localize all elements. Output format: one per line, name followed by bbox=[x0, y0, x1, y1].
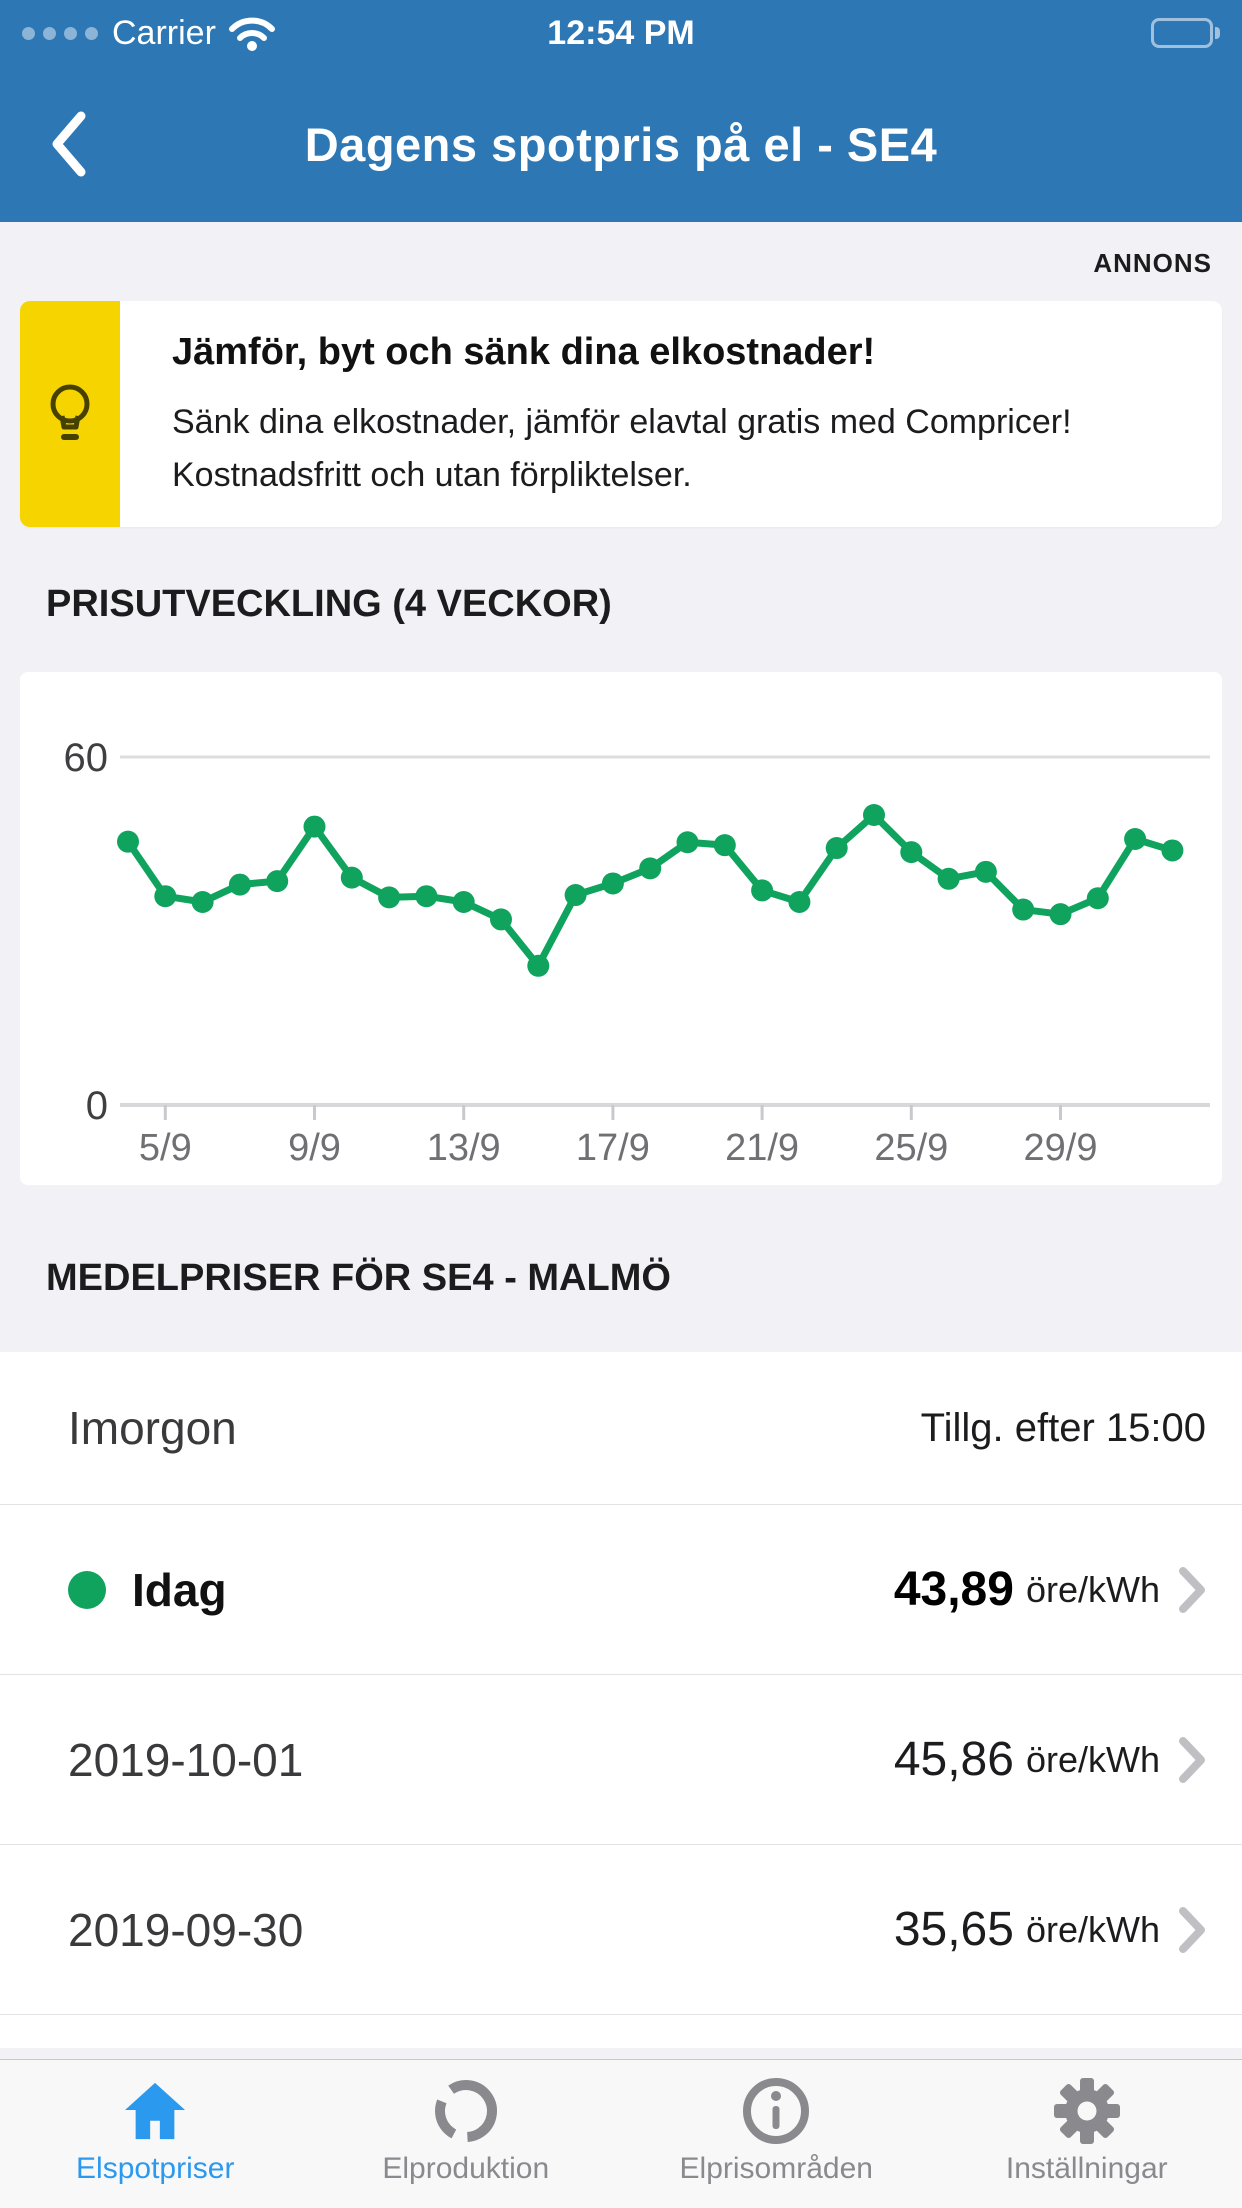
ad-title: Jämför, byt och sänk dina elkostnader! bbox=[172, 331, 876, 373]
svg-text:21/9: 21/9 bbox=[725, 1127, 799, 1169]
ad-content: Jämför, byt och sänk dina elkostnader! S… bbox=[120, 301, 1222, 527]
today-indicator-dot bbox=[68, 1570, 106, 1609]
chevron-right-icon bbox=[1178, 1736, 1206, 1784]
row-right: 43,89 öre/kWh bbox=[894, 1562, 1206, 1617]
row-availability-note: Tillg. efter 15:00 bbox=[920, 1405, 1206, 1450]
ad-banner[interactable]: Jämför, byt och sänk dina elkostnader! S… bbox=[20, 301, 1222, 527]
battery-icon bbox=[1151, 18, 1220, 48]
tab-label: Inställningar bbox=[1005, 2152, 1168, 2185]
cellular-signal-icon bbox=[22, 26, 98, 40]
row-left: Idag bbox=[68, 1563, 227, 1617]
gear-icon bbox=[1051, 2072, 1123, 2150]
row-price-unit: öre/kWh bbox=[1025, 1568, 1160, 1610]
nav-bar: Dagens spotpris på el - SE4 bbox=[0, 66, 1242, 222]
chevron-right-icon bbox=[1178, 1906, 1206, 1954]
price-trend-line-chart: 60 0 5/9 9/9 13/9 17/9 21/9 25/9 29/9 bbox=[64, 736, 1210, 1169]
carrier-label: Carrier bbox=[112, 13, 216, 52]
svg-text:17/9: 17/9 bbox=[576, 1127, 650, 1169]
svg-text:5/9: 5/9 bbox=[139, 1127, 192, 1169]
ad-label: ANNONS bbox=[1093, 248, 1212, 278]
ad-text-line1: Sänk dina elkostnader, jämför elavtal gr… bbox=[172, 403, 1072, 441]
header: Carrier 12:54 PM Dagens spotpris på el -… bbox=[0, 0, 1242, 222]
row-left: 2019-09-30 bbox=[68, 1903, 303, 1957]
row-price-unit: öre/kWh bbox=[1025, 1908, 1160, 1950]
list-item: Imorgon Tillg. efter 15:00 bbox=[0, 1352, 1242, 1504]
row-price-value: 45,86 bbox=[893, 1733, 1014, 1786]
wifi-icon bbox=[228, 14, 276, 52]
price-trend-chart-card: 60 0 5/9 9/9 13/9 17/9 21/9 25/9 29/9 bbox=[20, 672, 1222, 1185]
list-partial-row bbox=[0, 2014, 1242, 2048]
tab-elproduktion[interactable]: Elproduktion bbox=[311, 2060, 622, 2208]
list-section-title: MEDELPRISER FÖR SE4 - MALMÖ bbox=[46, 1257, 671, 1299]
svg-text:13/9: 13/9 bbox=[427, 1127, 501, 1169]
lightbulb-icon bbox=[50, 384, 90, 440]
donut-chart-icon bbox=[430, 2072, 502, 2150]
tab-label: Elspotpriser bbox=[76, 2152, 235, 2185]
row-label: Imorgon bbox=[68, 1402, 237, 1454]
row-label: Idag bbox=[132, 1563, 227, 1616]
svg-text:0: 0 bbox=[86, 1084, 108, 1128]
row-price-value: 43,89 bbox=[893, 1563, 1014, 1616]
chart-section-title: PRISUTVECKLING (4 VECKOR) bbox=[46, 583, 612, 625]
row-price-unit: öre/kWh bbox=[1025, 1738, 1160, 1780]
svg-text:60: 60 bbox=[64, 736, 109, 780]
page-title: Dagens spotpris på el - SE4 bbox=[304, 117, 938, 171]
row-left: 2019-10-01 bbox=[68, 1733, 303, 1787]
ad-accent-strip bbox=[20, 301, 120, 527]
svg-text:29/9: 29/9 bbox=[1024, 1127, 1098, 1169]
row-price-value: 35,65 bbox=[893, 1903, 1014, 1956]
list-item[interactable]: 2019-10-01 45,86 öre/kWh bbox=[0, 1674, 1242, 1844]
tab-label: Elprisområden bbox=[679, 2152, 873, 2185]
row-label: 2019-10-01 bbox=[68, 1733, 304, 1786]
tab-label: Elproduktion bbox=[382, 2152, 550, 2185]
svg-text:9/9: 9/9 bbox=[288, 1127, 341, 1169]
row-left: Imorgon bbox=[68, 1401, 237, 1455]
list-item[interactable]: 2019-09-30 35,65 öre/kWh bbox=[0, 1844, 1242, 2014]
row-right: 35,65 öre/kWh bbox=[894, 1902, 1206, 1957]
row-label: 2019-09-30 bbox=[68, 1903, 304, 1956]
average-price-list: Imorgon Tillg. efter 15:00 Idag 43,89 ör… bbox=[0, 1352, 1242, 2014]
status-bar: Carrier 12:54 PM bbox=[0, 0, 1242, 66]
row-right: 45,86 öre/kWh bbox=[894, 1732, 1206, 1787]
back-button[interactable] bbox=[44, 105, 94, 183]
info-circle-icon bbox=[740, 2072, 812, 2150]
list-item[interactable]: Idag 43,89 öre/kWh bbox=[0, 1504, 1242, 1674]
tab-elspotpriser[interactable]: Elspotpriser bbox=[0, 2060, 311, 2208]
ad-text-line2: Kostnadsfritt och utan förpliktelser. bbox=[172, 455, 692, 494]
svg-text:25/9: 25/9 bbox=[874, 1127, 948, 1169]
tab-bar: Elspotpriser Elproduktion Elprisområden … bbox=[0, 2059, 1242, 2208]
content: ANNONS Jämför, byt och sänk dina elkostn… bbox=[0, 222, 1242, 2048]
chevron-right-icon bbox=[1178, 1566, 1206, 1614]
tab-installningar[interactable]: Inställningar bbox=[932, 2060, 1242, 2208]
clock: 12:54 PM bbox=[547, 13, 695, 52]
tab-elprisomraden[interactable]: Elprisområden bbox=[621, 2060, 932, 2208]
home-icon bbox=[119, 2072, 191, 2150]
chevron-left-icon bbox=[52, 111, 86, 177]
row-right: Tillg. efter 15:00 bbox=[921, 1406, 1206, 1451]
